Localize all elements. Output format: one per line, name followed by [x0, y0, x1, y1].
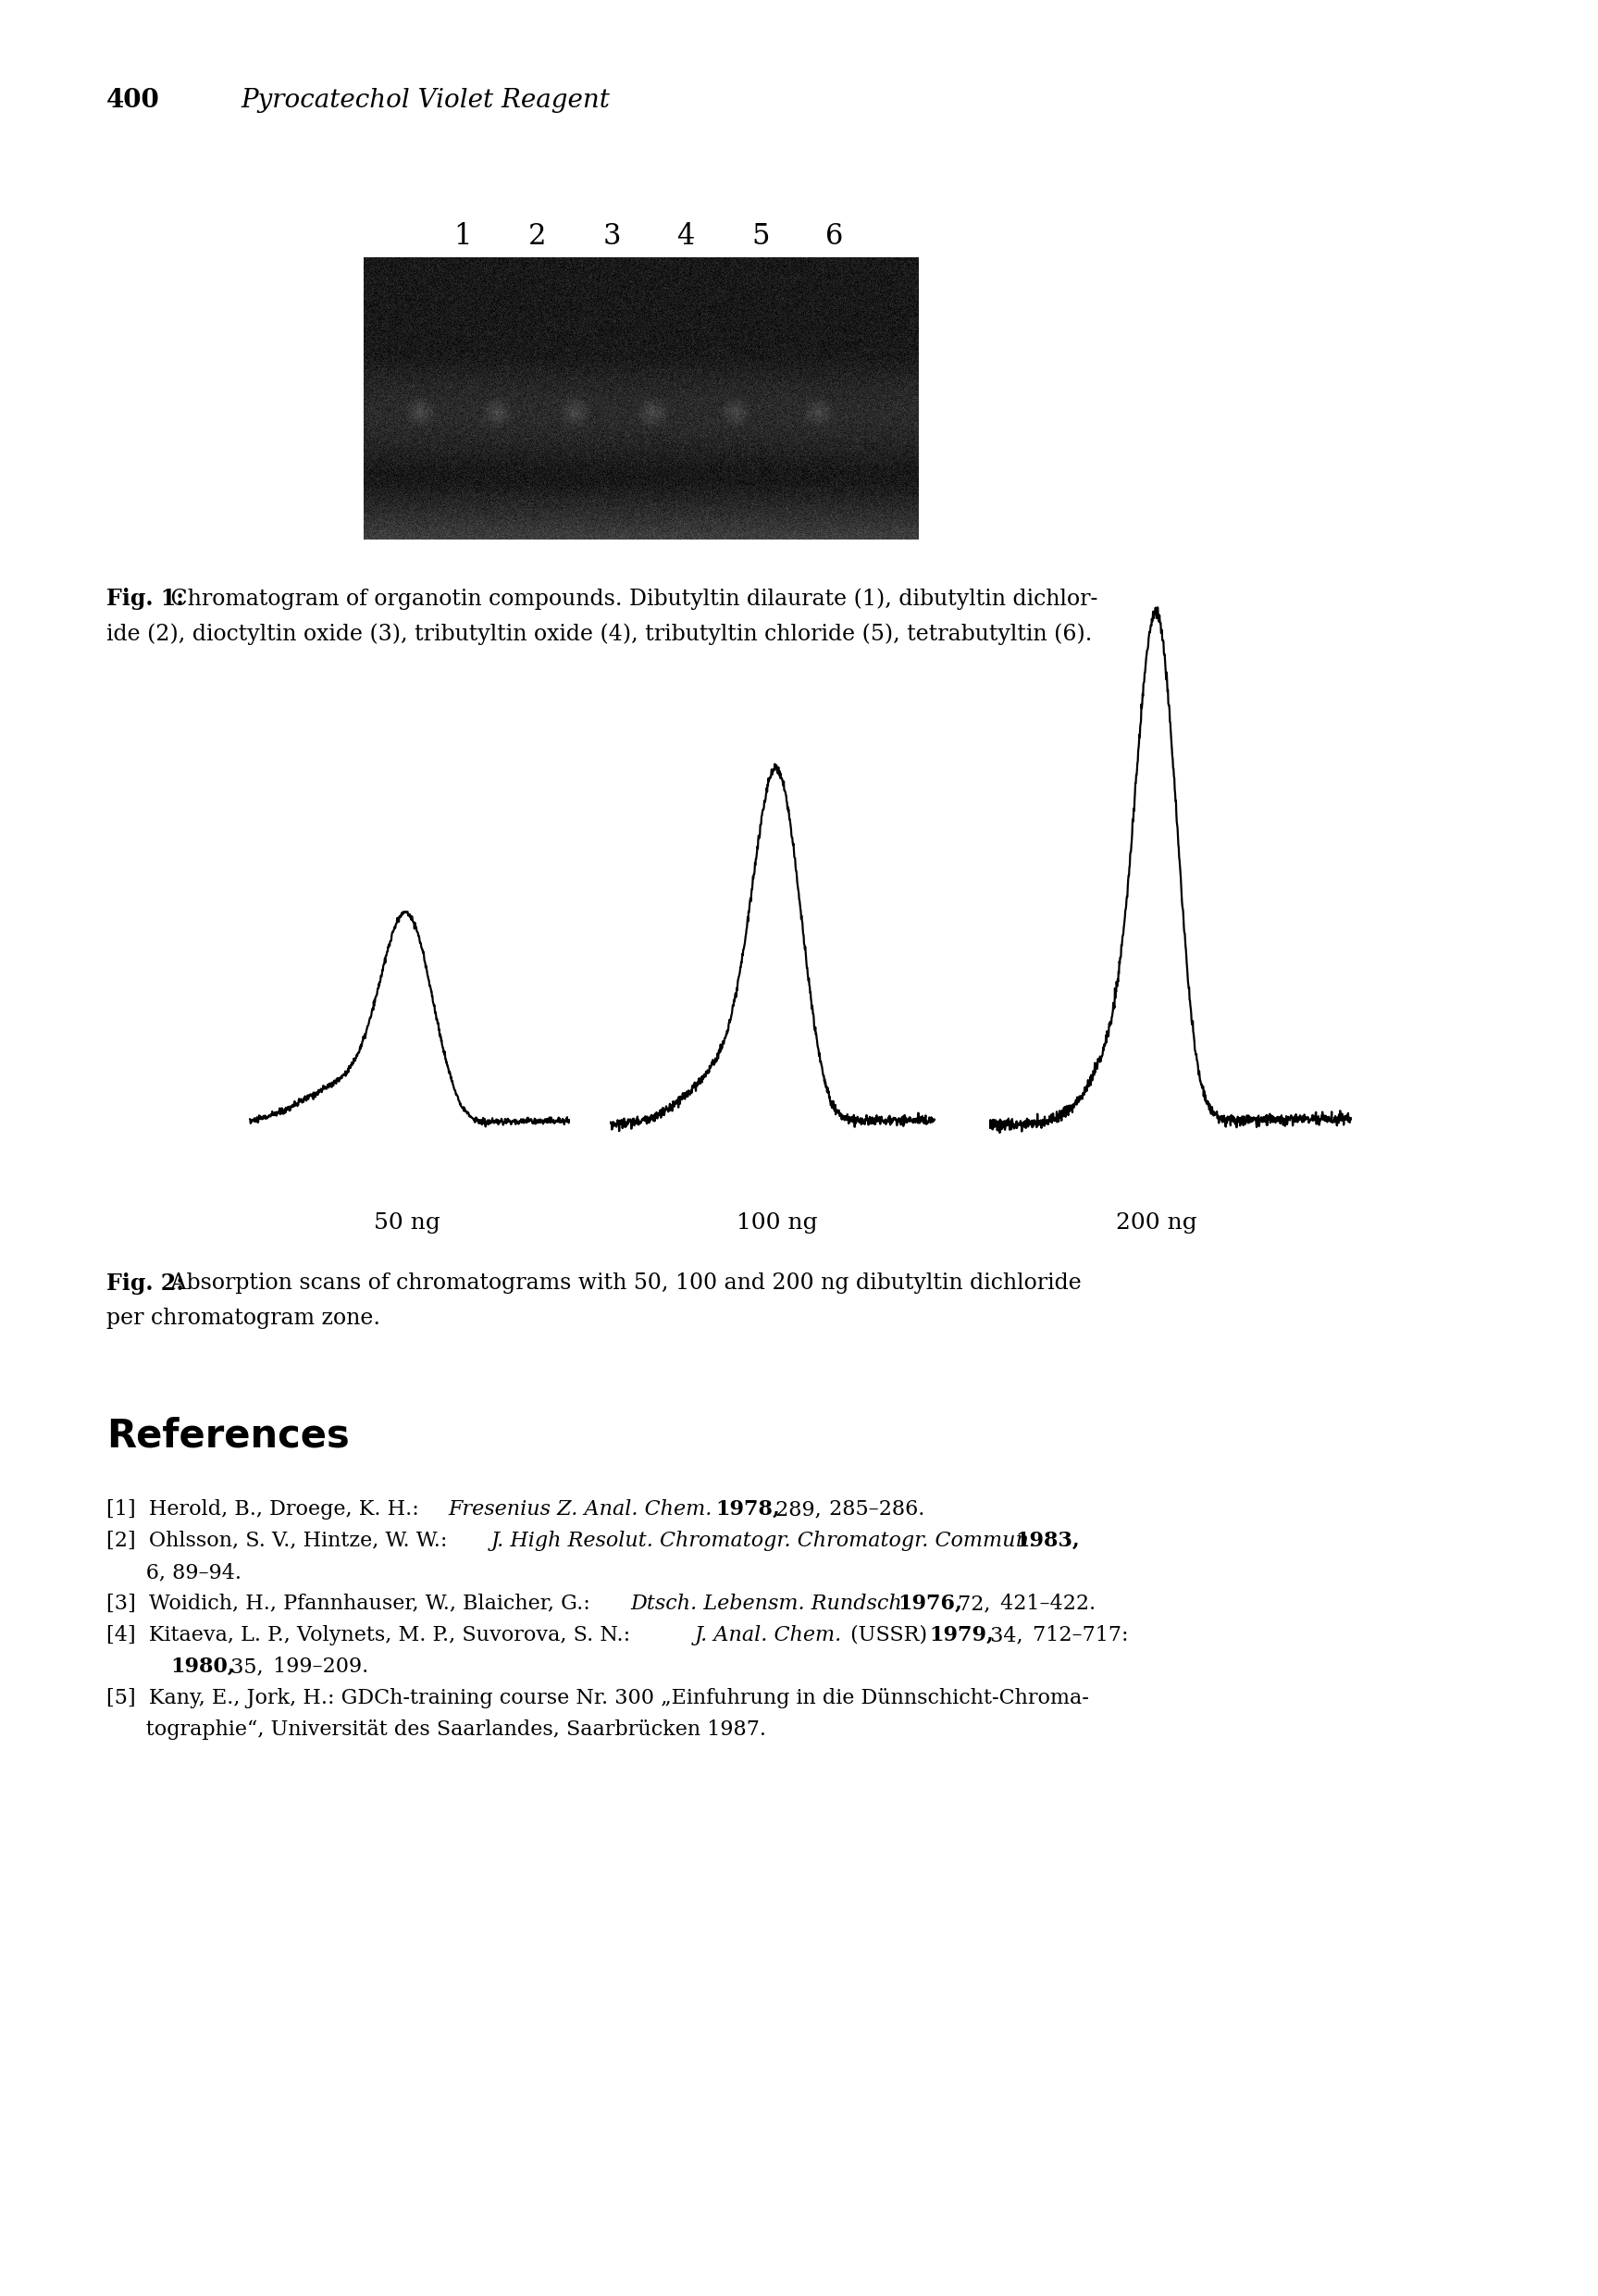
Text: 72,: 72, — [951, 1593, 991, 1614]
Text: 3: 3 — [602, 223, 620, 250]
Text: 2: 2 — [529, 223, 547, 250]
Text: 50 ng: 50 ng — [374, 1212, 441, 1233]
Text: [1]  Herold, B., Droege, K. H.:: [1] Herold, B., Droege, K. H.: — [107, 1499, 425, 1520]
Text: 34,: 34, — [983, 1626, 1023, 1646]
Text: Fig. 2:: Fig. 2: — [107, 1272, 184, 1295]
Text: 6: 6 — [826, 223, 844, 250]
Text: [5]  Kany, E., Jork, H.: GDCh-training course Nr. 300 „Einfuhrung in die Dünnsch: [5] Kany, E., Jork, H.: GDCh-training co… — [107, 1688, 1088, 1708]
Text: 199–209.: 199–209. — [267, 1655, 369, 1676]
Text: [2]  Ohlsson, S. V., Hintze, W. W.:: [2] Ohlsson, S. V., Hintze, W. W.: — [107, 1531, 454, 1552]
Text: Fresenius Z. Anal. Chem.: Fresenius Z. Anal. Chem. — [449, 1499, 719, 1520]
Text: Fig. 1:: Fig. 1: — [107, 588, 184, 611]
Text: tographie“, Universität des Saarlandes, Saarbrücken 1987.: tographie“, Universität des Saarlandes, … — [107, 1720, 765, 1740]
Text: Dtsch. Lebensm. Rundsch.: Dtsch. Lebensm. Rundsch. — [630, 1593, 916, 1614]
Text: 1976,: 1976, — [898, 1593, 962, 1614]
Text: 1980,: 1980, — [171, 1655, 235, 1676]
Text: 400: 400 — [107, 87, 160, 113]
Text: 6, 89–94.: 6, 89–94. — [107, 1561, 241, 1582]
Text: Absorption scans of chromatograms with 50, 100 and 200 ng dibutyltin dichloride: Absorption scans of chromatograms with 5… — [163, 1272, 1082, 1293]
Text: J. High Resolut. Chromatogr. Chromatogr. Commun.: J. High Resolut. Chromatogr. Chromatogr.… — [491, 1531, 1043, 1552]
Text: 100 ng: 100 ng — [737, 1212, 818, 1233]
Text: 35,: 35, — [224, 1655, 264, 1676]
Text: 200 ng: 200 ng — [1115, 1212, 1197, 1233]
Text: 1978,: 1978, — [716, 1499, 780, 1520]
Text: 1983,: 1983, — [1015, 1531, 1080, 1552]
Text: 289,: 289, — [769, 1499, 821, 1520]
Text: 4: 4 — [676, 223, 695, 250]
Text: 421–422.: 421–422. — [994, 1593, 1096, 1614]
Text: 1: 1 — [454, 223, 471, 250]
Text: 1979,: 1979, — [930, 1626, 994, 1646]
Text: References: References — [107, 1417, 350, 1456]
Text: [3]  Woidich, H., Pfannhauser, W., Blaicher, G.:: [3] Woidich, H., Pfannhauser, W., Blaich… — [107, 1593, 596, 1614]
Text: 5: 5 — [751, 223, 770, 250]
Text: J. Anal. Chem.: J. Anal. Chem. — [695, 1626, 842, 1646]
Text: Chromatogram of organotin compounds. Dibutyltin dilaurate (1), dibutyltin dichlo: Chromatogram of organotin compounds. Dib… — [163, 588, 1098, 608]
Text: Pyrocatechol Violet Reagent: Pyrocatechol Violet Reagent — [241, 87, 610, 113]
Text: per chromatogram zone.: per chromatogram zone. — [107, 1309, 380, 1329]
Text: [4]  Kitaeva, L. P., Volynets, M. P., Suvorova, S. N.:: [4] Kitaeva, L. P., Volynets, M. P., Suv… — [107, 1626, 638, 1646]
Text: ide (2), dioctyltin oxide (3), tributyltin oxide (4), tributyltin chloride (5), : ide (2), dioctyltin oxide (3), tributylt… — [107, 622, 1091, 645]
Text: (USSR): (USSR) — [844, 1626, 935, 1646]
Text: 712–717:: 712–717: — [1026, 1626, 1128, 1646]
Text: 285–286.: 285–286. — [823, 1499, 925, 1520]
